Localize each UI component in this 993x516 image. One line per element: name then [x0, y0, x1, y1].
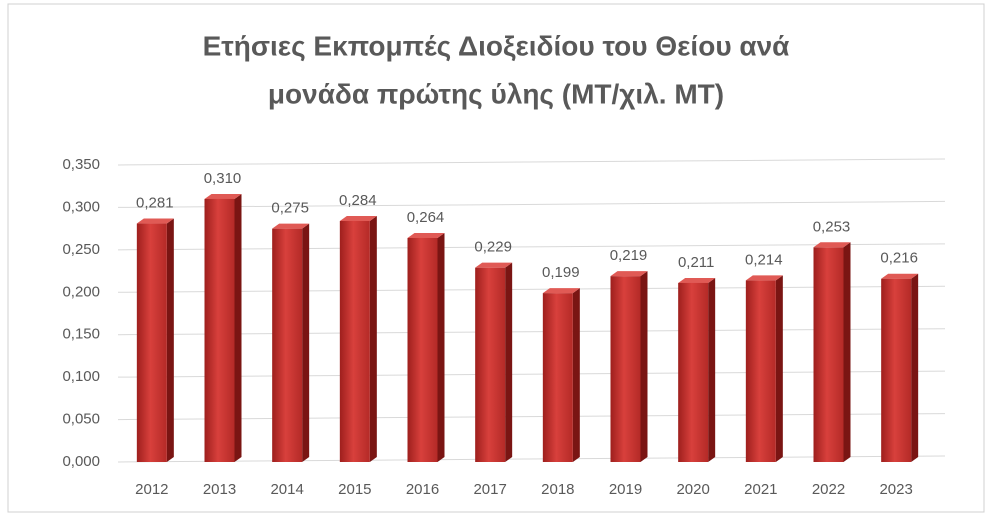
data-label: 0,216 — [880, 250, 918, 267]
y-tick-label: 0,050 — [62, 411, 100, 428]
x-tick-label: 2019 — [609, 481, 642, 498]
bar-top — [881, 273, 919, 279]
bar — [678, 282, 709, 462]
y-tick-label: 0,250 — [62, 241, 100, 258]
bar-side — [302, 223, 310, 462]
chart-title: μονάδα πρώτης ύλης (MT/χιλ. MT) — [268, 78, 724, 109]
bar-top — [272, 223, 310, 229]
data-label: 0,275 — [271, 200, 309, 217]
bar-side — [572, 288, 580, 462]
y-tick-label: 0,150 — [62, 326, 100, 343]
bar-side — [640, 271, 648, 462]
bar — [881, 278, 912, 462]
bar-top — [745, 275, 783, 281]
bar-side — [369, 216, 377, 462]
bar — [407, 237, 438, 462]
data-label: 0,219 — [610, 247, 648, 264]
data-label: 0,229 — [474, 239, 512, 256]
bar — [272, 228, 303, 462]
x-tick-label: 2020 — [676, 481, 709, 498]
grid-line — [117, 285, 946, 293]
x-tick-label: 2015 — [338, 481, 371, 498]
y-tick-label: 0,200 — [62, 283, 100, 300]
bar-side — [843, 242, 851, 462]
grid-line — [117, 158, 946, 166]
data-label: 0,264 — [407, 209, 445, 226]
bar-top — [610, 271, 648, 277]
data-label: 0,211 — [678, 254, 714, 271]
bar — [813, 247, 844, 462]
x-tick-label: 2023 — [879, 481, 912, 498]
bar-top — [407, 232, 445, 238]
bar-side — [166, 218, 174, 462]
bar-top — [475, 262, 513, 268]
bar — [475, 267, 506, 462]
bar-top — [136, 218, 174, 224]
x-tick-label: 2014 — [270, 481, 303, 498]
bar-top — [204, 193, 242, 199]
bar-side — [708, 277, 716, 462]
grid-line — [117, 455, 946, 463]
grid-line — [117, 200, 946, 208]
bar-top — [542, 288, 580, 294]
data-label: 0,199 — [542, 264, 580, 281]
bar-side — [775, 275, 783, 462]
bar-side — [911, 273, 919, 462]
bar — [745, 280, 776, 462]
grid-line — [117, 413, 946, 421]
chart-title: Ετήσιες Εκπομπές Διοξειδίου του Θείου αν… — [203, 30, 790, 61]
y-tick-label: 0,300 — [62, 198, 100, 215]
data-label: 0,253 — [813, 218, 851, 235]
grid-line — [117, 370, 946, 378]
bar-top — [813, 242, 851, 248]
bar-side — [234, 193, 242, 462]
data-label: 0,214 — [745, 251, 783, 268]
x-tick-label: 2017 — [473, 481, 506, 498]
data-label: 0,284 — [339, 192, 377, 209]
x-tick-label: 2021 — [744, 481, 777, 498]
bar-top — [678, 277, 716, 283]
y-tick-label: 0,100 — [62, 368, 100, 385]
bar — [339, 221, 370, 462]
data-label: 0,310 — [204, 170, 242, 187]
y-tick-label: 0,350 — [62, 156, 100, 173]
y-tick-label: 0,000 — [62, 453, 100, 470]
x-tick-label: 2022 — [812, 481, 845, 498]
data-label: 0,281 — [136, 195, 174, 212]
bar — [136, 223, 167, 462]
x-tick-label: 2018 — [541, 481, 574, 498]
grid-line — [117, 328, 946, 336]
x-tick-label: 2013 — [203, 481, 236, 498]
bar — [204, 198, 235, 462]
bar-side — [437, 232, 445, 462]
x-tick-label: 2016 — [406, 481, 439, 498]
bar-side — [505, 262, 513, 462]
bar-top — [339, 216, 377, 222]
bar — [542, 293, 573, 462]
x-tick-label: 2012 — [135, 481, 168, 498]
grid-line — [117, 243, 946, 251]
bar — [610, 276, 641, 462]
